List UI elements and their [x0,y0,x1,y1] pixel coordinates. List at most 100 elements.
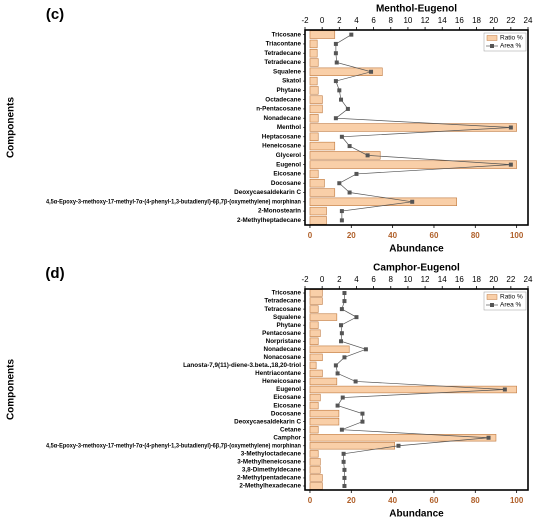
area-marker [342,355,347,360]
panel-label: (c) [46,6,64,23]
area-marker [339,307,344,312]
bar [309,434,497,442]
bottom-tick-label: 40 [388,231,397,240]
legend-label: Ratio % [500,35,523,42]
area-marker [360,411,365,416]
top-tick-label: 2 [337,16,342,25]
bottom-tick-label: 0 [308,231,313,240]
area-marker [333,363,338,368]
area-marker [339,339,344,344]
area-marker [334,60,339,65]
category-label: Skatol [282,78,301,85]
bar [309,361,317,370]
category-label: Menthol [277,124,301,131]
legend-swatch [486,35,498,41]
bottom-tick-label: 0 [308,496,313,505]
area-marker [341,451,346,456]
category-label: 4,5α-Epoxy-3-methoxy-17-methyl-7α-(4-phe… [46,198,301,205]
plot-frame [304,288,529,491]
bottom-tick-label: 20 [347,231,356,240]
area-marker [339,427,344,432]
top-tick-label: -2 [301,275,309,284]
bar [309,313,338,321]
bottom-tick-label: 80 [471,496,480,505]
area-marker [335,403,340,408]
category-label: Tetradecane [264,59,301,66]
bar [309,482,323,490]
area-marker [333,41,338,46]
bar [309,401,319,410]
area-marker [354,171,359,176]
top-tick-label: 20 [489,275,498,284]
plot-frame [304,29,529,226]
bar [309,369,323,378]
category-label: Eicosane [273,171,301,178]
area-marker [341,459,346,464]
bar [309,216,327,225]
bottom-tick-label: 40 [388,496,397,505]
top-tick-label: 10 [403,16,412,25]
category-label: Norpristane [266,338,302,345]
y-axis-label: Components [6,359,17,421]
top-tick-label: 18 [472,16,481,25]
category-label: Phytane [277,322,302,329]
category-label: Glycerol [276,152,301,159]
area-marker [360,419,365,424]
area-marker [342,299,347,304]
bar [309,188,336,197]
area-marker [335,371,340,376]
area-marker [347,144,352,149]
category-label: Nonadecane [264,115,302,122]
area-marker [349,32,354,37]
area-marker [365,153,370,158]
area-marker [339,97,344,102]
top-tick-label: 16 [455,275,464,284]
top-tick-label: 14 [438,275,447,284]
area-marker [508,162,513,167]
bar [309,206,327,216]
bar [309,76,318,86]
bar [309,104,323,114]
category-label: Cetane [280,426,301,433]
y-axis-label: Components [6,97,17,159]
category-label: 2-Monostearin [258,208,301,215]
category-label: 2-Methylpentadecane [237,475,302,482]
panel-label: (d) [45,265,64,282]
bar [309,337,319,345]
category-label: Heneicosane [262,378,301,385]
category-label: 2-Methylheptadecane [237,217,302,224]
top-tick-label: 8 [389,275,394,284]
x-axis-label: Abundance [389,509,444,518]
area-marker [363,347,368,352]
chart-title: Menthol-Eugenol [376,4,457,15]
top-tick-label: 6 [371,275,376,284]
top-tick-label: 16 [455,16,464,25]
bar [309,151,381,160]
chart-title: Camphor-Eugenol [373,263,460,274]
legend-swatch [486,294,498,300]
category-label: Eicosane [273,394,301,401]
top-tick-label: 18 [472,275,481,284]
area-marker [339,209,344,214]
top-tick-label: 0 [320,275,325,284]
category-label: 2-Methylhexadecane [239,483,301,490]
area-marker [337,88,342,93]
area-marker [333,79,338,84]
category-label: Eugenol [276,161,301,168]
area-marker [353,379,358,384]
category-label: Lanosta-7,9(11)-diene-3.beta.,18,20-trio… [183,362,301,369]
category-label: Phytane [277,87,302,94]
area-marker [342,483,347,488]
area-marker [339,323,344,328]
area-marker [410,199,415,204]
area-marker [339,218,344,223]
category-label: Triacontane [266,41,302,48]
bar [309,297,323,305]
bottom-tick-label: 100 [510,231,524,240]
bar [309,458,321,466]
area-marker [340,395,345,400]
bar [309,95,323,104]
area-marker [337,181,342,186]
bar [309,123,517,132]
